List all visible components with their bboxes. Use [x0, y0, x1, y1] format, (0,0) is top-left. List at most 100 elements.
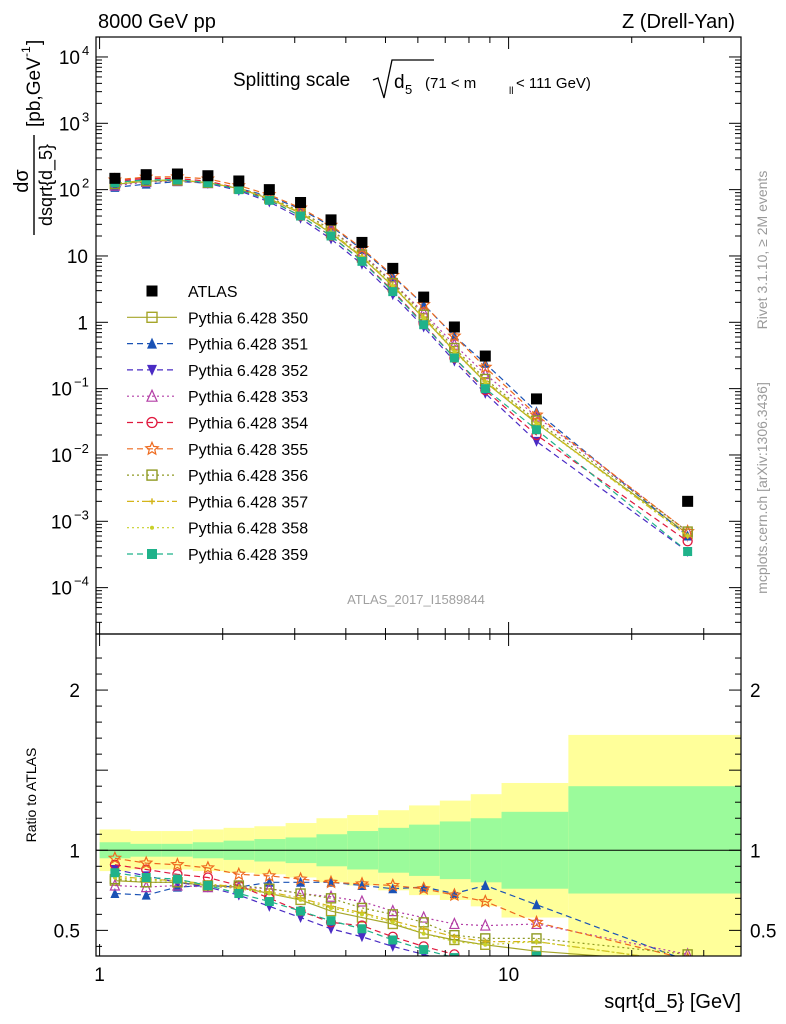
ratio-point — [323, 874, 339, 889]
data-point — [387, 262, 399, 274]
ratio-point — [483, 942, 488, 947]
ratio-point — [110, 888, 120, 899]
ratio-point — [172, 878, 183, 891]
ratio-point — [293, 871, 308, 886]
legend-label: Pythia 6.428 352 — [188, 363, 308, 380]
ratio-series-pythia-6-428-355 — [107, 850, 690, 956]
main-series-pythia-6-428-359 — [110, 175, 693, 557]
ratio-series-pythia-6-428-359 — [110, 868, 541, 956]
legend-entry: Pythia 6.428 351 — [127, 337, 308, 354]
ratio-point — [418, 910, 430, 923]
ratio-point — [329, 905, 334, 910]
ratio-point — [532, 971, 541, 981]
ratio-point — [234, 889, 244, 899]
y-tick-label: 10 3 — [59, 109, 89, 135]
ratio-y-tick-label-right: 2 — [750, 681, 761, 702]
ratio-point — [683, 966, 692, 975]
legend-entry: Pythia 6.428 352 — [127, 363, 308, 380]
data-point — [234, 185, 244, 195]
data-point — [140, 169, 152, 181]
legend-entry: Pythia 6.428 357 — [127, 494, 308, 511]
ratio-point — [534, 939, 539, 944]
legend-entry: Pythia 6.428 353 — [127, 388, 308, 406]
ratio-point — [298, 897, 303, 902]
ratio-point — [452, 939, 457, 944]
ratio-point — [421, 931, 426, 936]
ratio-point — [449, 953, 459, 956]
main-plot-frame — [95, 36, 742, 635]
ratio-point — [357, 924, 367, 934]
main-series — [107, 168, 695, 558]
legend-marker — [146, 285, 158, 297]
data-point — [263, 184, 275, 196]
ratio-point — [357, 932, 367, 943]
ratio-line — [114, 881, 677, 956]
ratio-point — [683, 947, 692, 956]
data-point — [109, 172, 121, 184]
ratio-point — [416, 881, 431, 895]
y-tick-base: 10 — [51, 512, 72, 533]
data-point — [452, 349, 457, 354]
ratio-y-tick-label-left: 0.5 — [54, 921, 80, 942]
ratio-point — [531, 951, 541, 956]
ylabel-units: [pb,GeV — [24, 57, 45, 127]
title-sqrt-d: d — [394, 72, 405, 93]
ratio-point — [262, 868, 277, 883]
data-point — [325, 214, 337, 226]
ratio-point — [479, 918, 491, 931]
ratio-point — [419, 945, 429, 955]
ratio-point — [325, 893, 337, 904]
y-tick-label: 10 −1 — [51, 375, 89, 401]
data-point — [388, 287, 398, 297]
data-point — [421, 316, 426, 321]
header-right: Z (Drell-Yan) — [622, 11, 735, 33]
y-tick-label: 10 4 — [59, 43, 89, 69]
analysis-watermark: ATLAS_2017_I1589844 — [347, 592, 485, 607]
data-point — [295, 196, 307, 208]
legend-label: ATLAS — [188, 284, 238, 301]
y-tick-exponent: −1 — [74, 375, 89, 390]
title-cut-end: < 111 GeV) — [516, 75, 591, 92]
legend-marker — [144, 440, 160, 456]
data-point — [685, 534, 690, 539]
ratio-point — [200, 860, 216, 874]
y-tick-exponent: 3 — [82, 109, 89, 124]
ylabel-denominator: dsqrt{d_5} — [36, 144, 57, 226]
ratio-point — [231, 866, 246, 881]
title-cut-sub: ll — [509, 86, 513, 97]
data-point — [529, 407, 544, 422]
y-tick-label: 10 −2 — [51, 441, 89, 467]
ratio-y-tick-label-left: 2 — [69, 681, 80, 702]
y-tick-label: 10 — [67, 247, 88, 268]
title-main: Splitting scale — [233, 70, 350, 91]
data-point — [530, 393, 542, 405]
legend-entry: Pythia 6.428 354 — [127, 416, 308, 433]
inner-band-segment — [568, 786, 741, 894]
y-tick-exponent: −3 — [74, 507, 89, 522]
y-tick-base: 10 — [59, 181, 80, 202]
ratio-point — [686, 960, 690, 964]
header-left: 8000 GeV pp — [98, 11, 216, 33]
legend-label: Pythia 6.428 353 — [188, 389, 308, 406]
ratio-y-tick-label-right: 1 — [750, 841, 761, 862]
y-tick-exponent: −4 — [74, 574, 89, 589]
y-tick-label: 10 −3 — [51, 507, 89, 533]
ratio-point — [267, 891, 272, 896]
data-point — [418, 291, 430, 303]
data-point — [682, 495, 694, 507]
ratio-point — [447, 887, 462, 902]
ratio-point — [478, 893, 493, 908]
data-point — [479, 350, 491, 362]
data-point — [531, 425, 541, 435]
y-tick-base: 10 — [59, 48, 80, 69]
y-tick-base: 10 — [51, 380, 72, 401]
ratio-point — [388, 935, 398, 945]
data-point — [419, 320, 429, 330]
ratio-point — [356, 894, 368, 907]
ratio-point — [420, 925, 427, 932]
ratio-point — [109, 878, 121, 891]
legend-entry: Pythia 6.428 358 — [127, 521, 308, 538]
legend-marker — [146, 469, 158, 481]
y-tick-base: 10 — [59, 114, 80, 135]
